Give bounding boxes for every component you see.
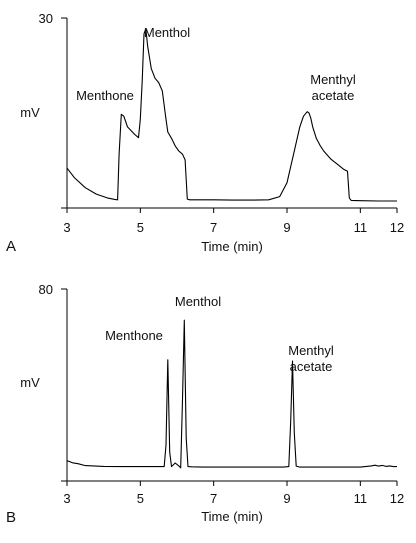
- chromatogram-trace: [66, 28, 397, 202]
- x-axis-label: Time (min): [201, 509, 263, 524]
- panel-letter: A: [6, 238, 16, 255]
- peak-label: Menthol: [144, 25, 190, 40]
- x-tick-label: 9: [283, 491, 290, 506]
- x-tick-label: 12: [390, 491, 404, 506]
- peak-label: Menthol: [175, 294, 221, 309]
- peak-label: Menthyl acetate: [310, 72, 356, 103]
- x-tick-label: 7: [210, 491, 217, 506]
- y-tick-label: 30: [39, 11, 53, 26]
- x-tick-label: 12: [390, 220, 404, 235]
- peak-label: Menthone: [76, 88, 134, 103]
- x-axis-label: Time (min): [201, 239, 263, 254]
- peak-label: Menthyl acetate: [288, 343, 334, 374]
- y-axis-label: mV: [20, 105, 40, 120]
- x-tick-label: 11: [354, 220, 368, 235]
- y-tick-label: 80: [39, 282, 53, 297]
- chart-panel-b: 80 mV 3 5 7 9 11 12 Time (min) B Menthone Menthol Me…: [6, 282, 404, 526]
- x-tick-label: 7: [210, 220, 217, 235]
- x-tick-label: 5: [137, 220, 144, 235]
- x-tick-label: 9: [283, 220, 290, 235]
- chart-panel-a: 30 mV 3 5 7 9 11 12 Time (min) A Menthone Menthol Me…: [6, 11, 404, 255]
- x-tick-label: 3: [63, 491, 70, 506]
- panel-letter: B: [6, 509, 16, 526]
- x-tick-label: 5: [137, 491, 144, 506]
- y-axis-label: mV: [20, 375, 40, 390]
- x-tick-label: 3: [63, 220, 70, 235]
- x-tick-label: 11: [354, 491, 368, 506]
- peak-label: Menthone: [105, 328, 163, 343]
- chromatogram-trace: [66, 319, 397, 469]
